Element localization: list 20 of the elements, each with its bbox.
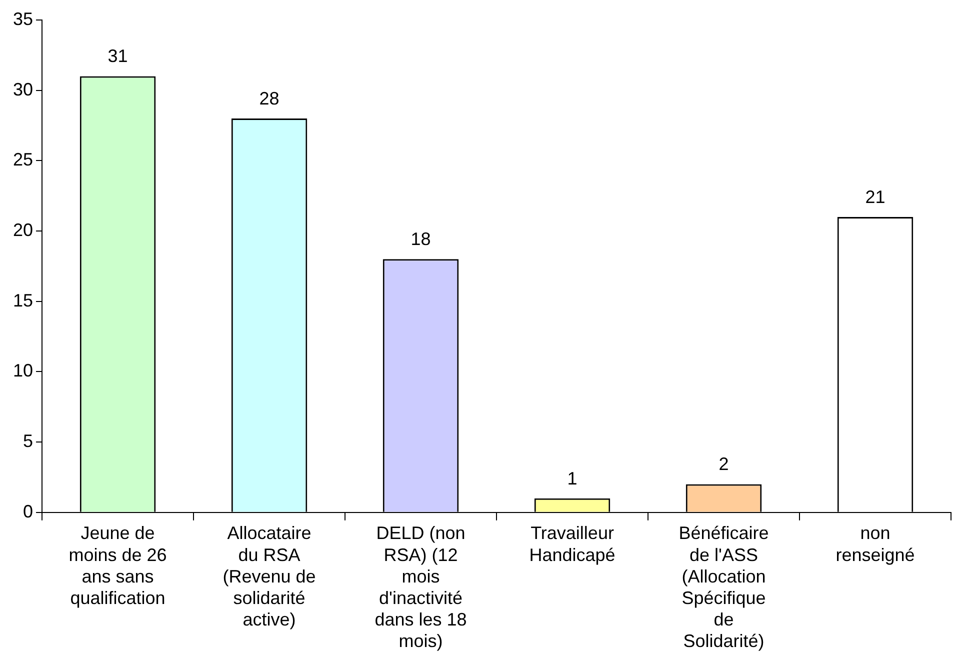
data-label: 21 (865, 186, 886, 207)
x-tick-label: DELD (non RSA) (12 mois d'inactivité dans les 18 mois) (374, 523, 467, 652)
y-tick-label: 10 (12, 360, 34, 381)
y-tick-label: 35 (12, 8, 34, 29)
y-tick-label: 15 (12, 290, 34, 310)
x-tick-label: Allocataire du RSA (Revenu de solidarité active) (222, 523, 316, 630)
y-tick-label: 5 (23, 431, 34, 452)
y-tick-label: 20 (12, 220, 34, 240)
x-tick-label: Jeune de moins de 26 ans sans qualification (68, 523, 167, 608)
data-label: 18 (410, 229, 431, 250)
x-tick-label: Bénéficaire de l'ASS (Allocation Spécifique de Solidarité) (678, 523, 769, 652)
data-label: 31 (108, 46, 128, 66)
y-tick-label: 30 (12, 79, 34, 100)
y-tick-label: 0 (23, 501, 34, 522)
data-label: 2 (718, 454, 729, 474)
x-tick-label: Travailleur Handicapé (529, 523, 616, 565)
data-label: 28 (259, 88, 280, 108)
x-tick-label: non renseigné (836, 523, 915, 565)
data-label: 1 (567, 468, 578, 488)
y-tick-label: 25 (12, 150, 34, 170)
